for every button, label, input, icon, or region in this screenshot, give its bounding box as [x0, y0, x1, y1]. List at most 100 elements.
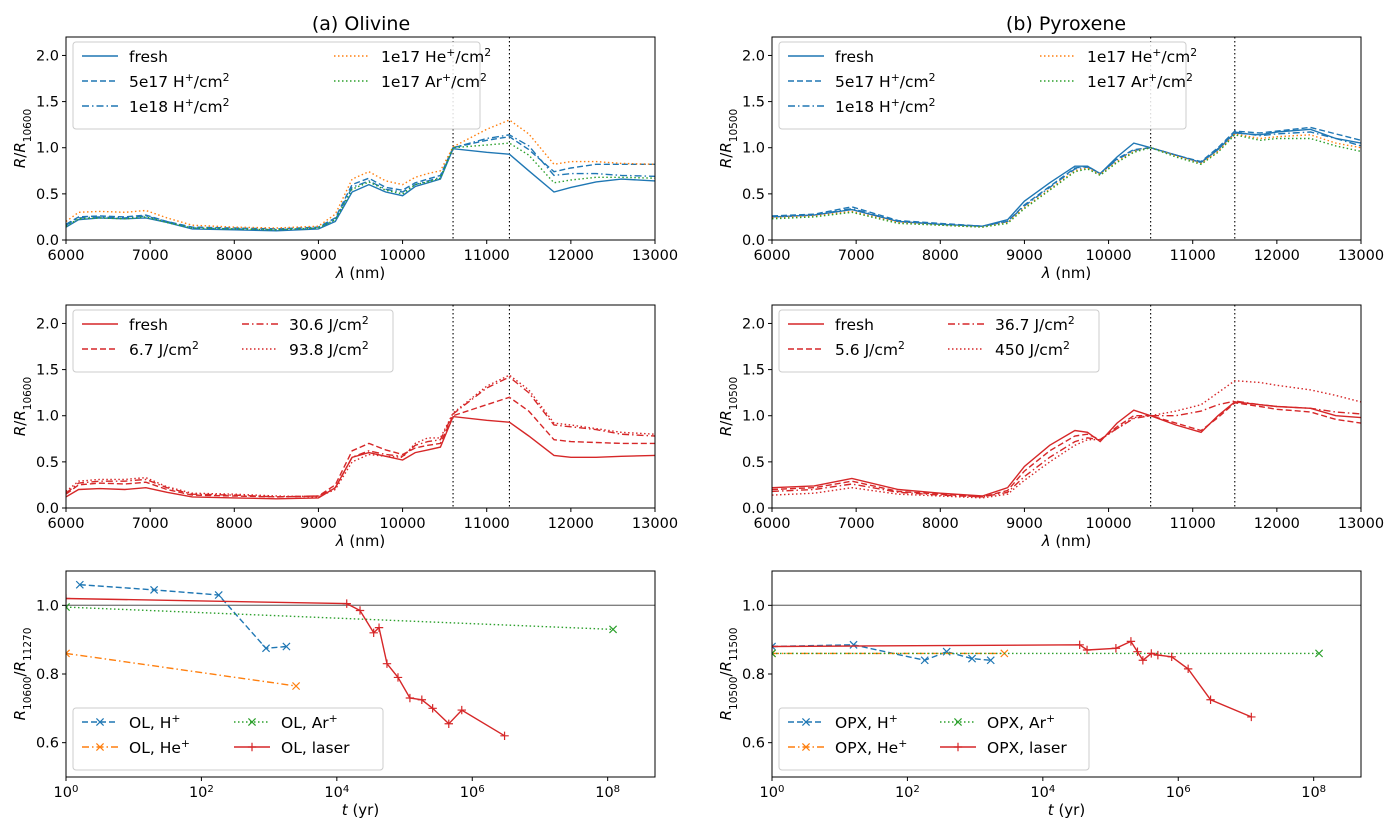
data-point-marker: [428, 704, 437, 713]
chart-panel-p32: 100 102 104 106 108 0.6 0.8 1.0 t (yr) R10500/R11…: [717, 570, 1362, 819]
x-axis-label: λ (nm): [335, 532, 385, 550]
data-point-marker: [1138, 656, 1148, 665]
legend-label: OPX, H+: [835, 712, 898, 733]
x-tick-label: 11000: [1170, 516, 1216, 532]
data-point-marker: [609, 625, 618, 634]
legend-marker: [953, 717, 963, 727]
y-axis-label: R/R10600: [11, 109, 34, 168]
legend: fresh 5.6 J/cm2 36.7 J/cm2 450 J/cm2: [778, 309, 1100, 373]
series-line-2: [66, 134, 655, 231]
x-tick-label: 13000: [1338, 516, 1384, 532]
data-point-marker: [986, 656, 995, 665]
legend-box: [778, 41, 1187, 130]
legend-label: 1e17 Ar+/cm2: [1087, 71, 1193, 92]
series-line-2: [772, 131, 1361, 227]
y-axis-label: R10600/R11270: [11, 628, 34, 721]
series-line-2: [772, 400, 1361, 498]
x-tick-label: 104: [324, 784, 349, 802]
data-point-marker: [968, 654, 977, 663]
x-tick-label: 9000: [300, 516, 337, 532]
legend-box: [72, 707, 384, 771]
y-tick-label: 0.5: [36, 187, 59, 203]
y-tick-label: 2.0: [742, 316, 765, 332]
series-line-0: [79, 584, 287, 650]
legend-box: [778, 707, 1090, 771]
legend-label: 450 J/cm2: [995, 339, 1070, 360]
legend-label: 5e17 H+/cm2: [129, 71, 230, 92]
data-point-marker: [75, 580, 84, 589]
y-tick-label: 1.5: [36, 363, 59, 379]
y-axis-label: R10500/R11500: [717, 628, 740, 721]
data-point-marker: [355, 606, 365, 615]
legend-marker: [953, 742, 963, 752]
y-axis-label: R/R10500: [717, 377, 740, 436]
x-tick-label: 10000: [1086, 248, 1132, 264]
legend-label: OPX, Ar+: [987, 712, 1055, 733]
data-point-marker: [1147, 649, 1156, 658]
y-tick-label: 1.0: [742, 409, 765, 425]
x-tick-label: 8000: [216, 516, 253, 532]
x-axis-label: t (yr): [1048, 801, 1085, 819]
series-group: [66, 374, 655, 500]
series-group: [66, 119, 655, 232]
series-line-1: [66, 396, 655, 498]
x-tick-label: 6000: [754, 248, 791, 264]
series-line-4: [772, 134, 1361, 228]
y-tick-label: 0.5: [742, 455, 765, 471]
x-tick-label: 12000: [1254, 516, 1300, 532]
legend: OPX, H+ OPX, He+ OPX, Ar+ OPX, laser: [778, 707, 1090, 771]
x-tick-label: 102: [189, 784, 214, 802]
x-tick-label: 8000: [216, 248, 253, 264]
column-title-pyroxene: (b) Pyroxene: [1006, 13, 1126, 35]
series-line-3: [66, 374, 655, 498]
legend-marker: [95, 717, 105, 727]
y-tick-label: 1.0: [742, 598, 765, 614]
column-title-olivine: (a) Olivine: [312, 13, 410, 35]
y-tick-label: 0.5: [742, 187, 765, 203]
series-line-0: [772, 401, 1361, 497]
chart-panel-p12: 6000 7000 8000 9000 10000 11000 12000 13000 0.0 0…: [717, 36, 1384, 282]
data-point-marker: [214, 591, 223, 600]
x-tick-label: 9000: [300, 248, 337, 264]
legend-label: 5.6 J/cm2: [835, 339, 905, 360]
x-tick-label: 13000: [632, 248, 678, 264]
x-tick-label: 11000: [464, 516, 510, 532]
y-tick-label: 0.0: [36, 233, 59, 249]
series-line-0: [66, 415, 655, 500]
series-line-1: [66, 135, 655, 230]
series-group: [772, 637, 1324, 722]
y-tick-label: 0.8: [36, 667, 59, 683]
x-tick-label: 7000: [132, 516, 169, 532]
x-tick-label: 102: [895, 784, 920, 802]
x-tick-label: 12000: [548, 248, 594, 264]
plot-frame: [771, 304, 1362, 509]
data-point-marker: [405, 693, 415, 703]
legend-label: 1e17 Ar+/cm2: [381, 71, 487, 92]
y-tick-label: 0.5: [36, 455, 59, 471]
legend-label: fresh: [835, 316, 874, 334]
legend-label: 30.6 J/cm2: [289, 314, 369, 335]
data-point-marker: [1133, 647, 1142, 656]
y-tick-label: 2.0: [36, 316, 59, 332]
y-tick-label: 0.0: [742, 233, 765, 249]
data-point-marker: [772, 649, 777, 658]
series-line-2: [66, 606, 614, 631]
data-point-marker: [369, 628, 378, 637]
x-tick-label: 7000: [838, 248, 875, 264]
y-tick-label: 0.0: [36, 501, 59, 517]
data-point-marker: [1183, 664, 1193, 674]
x-tick-label: 106: [460, 784, 485, 802]
x-tick-label: 12000: [548, 516, 594, 532]
legend-marker: [247, 742, 257, 752]
x-tick-label: 7000: [132, 248, 169, 264]
y-tick-label: 0.6: [36, 736, 59, 752]
y-tick-label: 2.0: [36, 48, 59, 64]
series-line-3: [772, 379, 1361, 499]
series-line-3: [772, 640, 1252, 718]
legend-label: fresh: [129, 48, 168, 66]
series-group: [66, 580, 618, 740]
data-point-marker: [417, 695, 427, 704]
data-point-marker: [457, 705, 466, 715]
y-tick-label: 1.0: [36, 598, 59, 614]
series-line-1: [66, 652, 297, 687]
